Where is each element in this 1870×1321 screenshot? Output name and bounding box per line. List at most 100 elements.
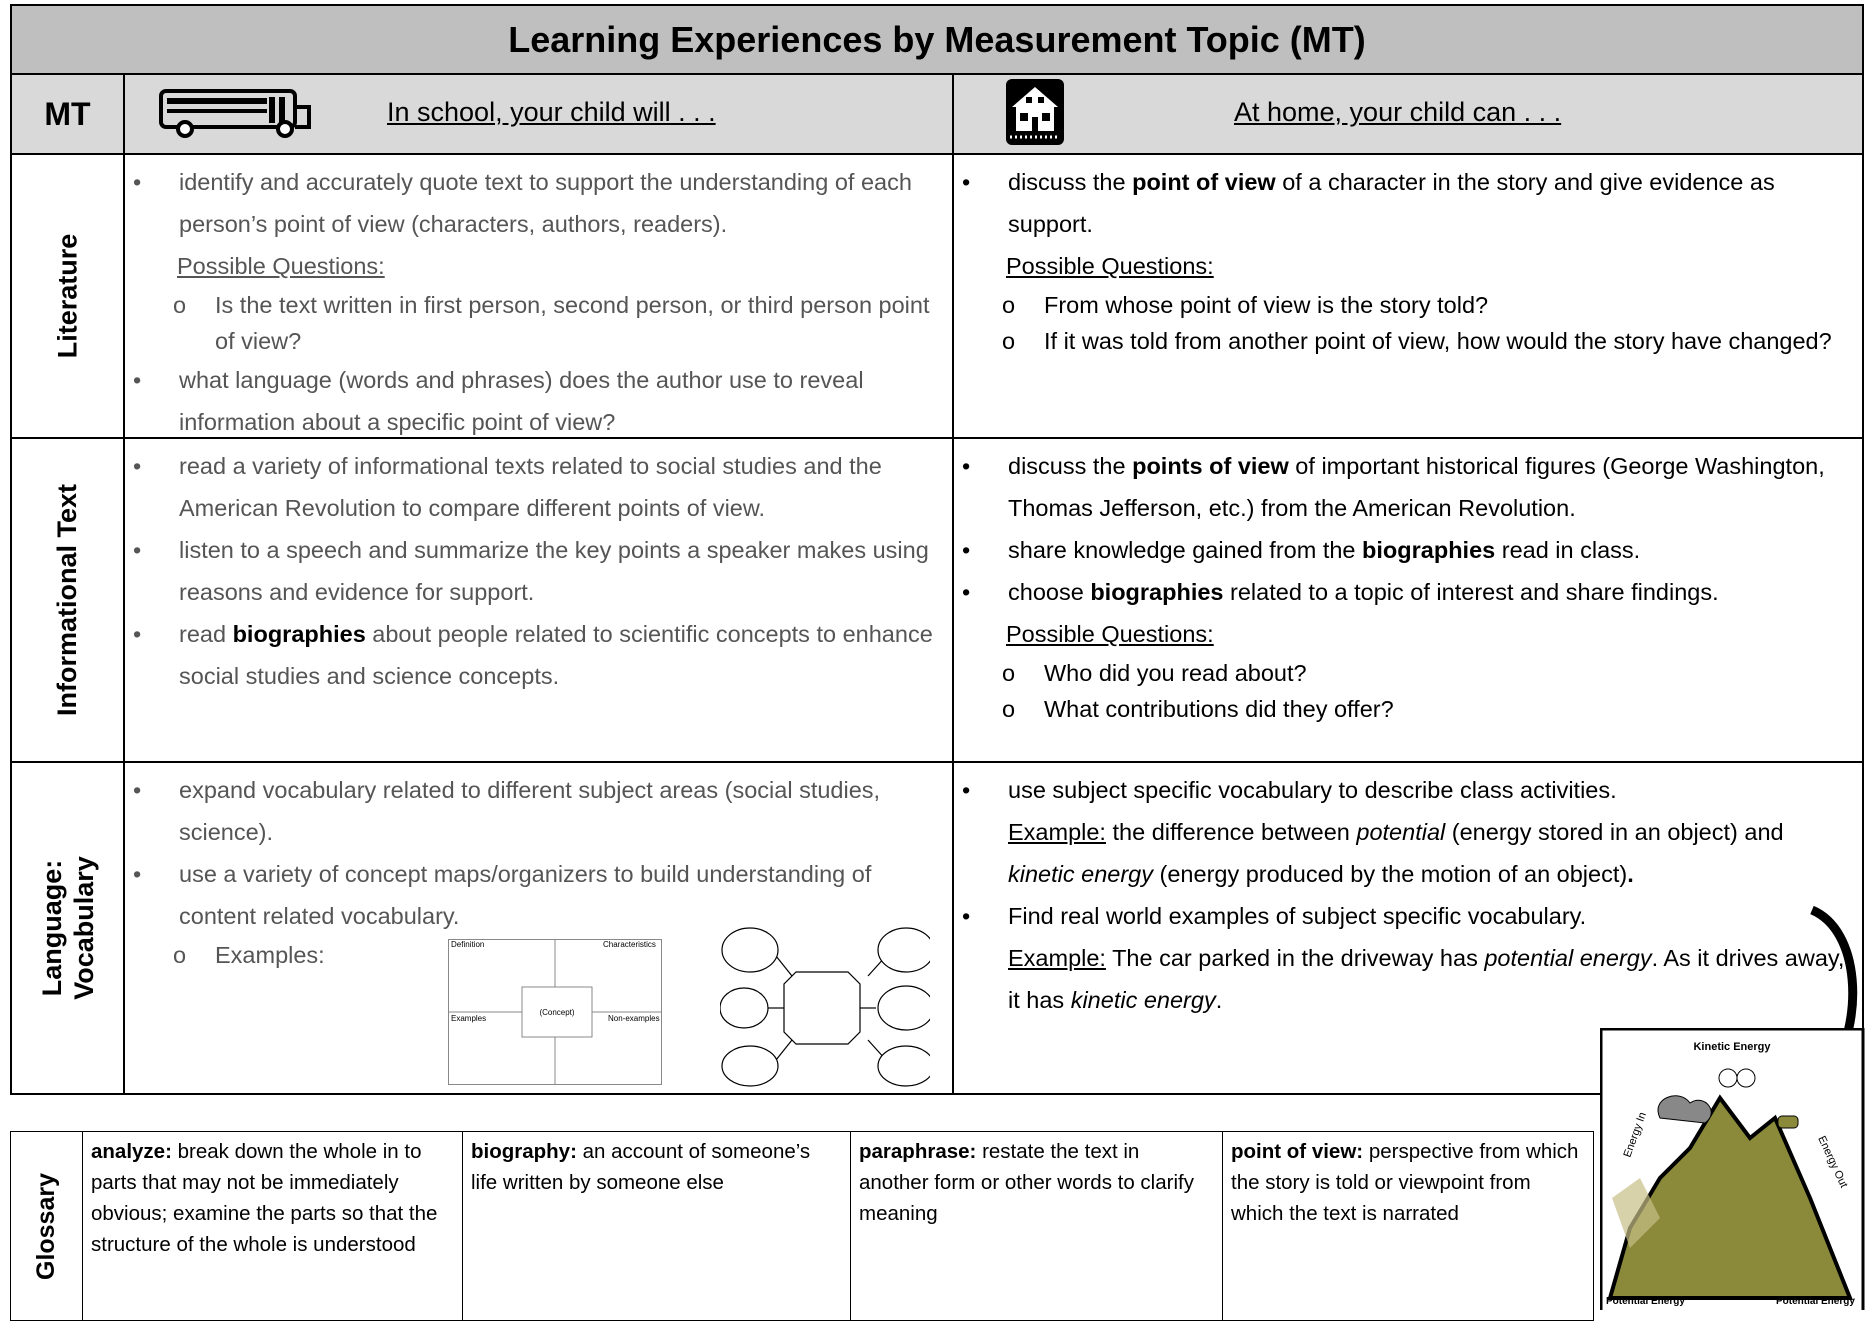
bubble-map: [720, 927, 930, 1087]
glossary-term: point of view:: [1231, 1140, 1364, 1163]
heading: Possible Questions:: [123, 245, 946, 287]
glossary-definition: break down the whole in to parts that ma…: [91, 1140, 438, 1256]
glossary-label-cell: Glossary: [10, 1131, 83, 1321]
text-run: Examples:: [215, 942, 325, 968]
bullet: use a variety of concept maps/organizers…: [123, 853, 946, 937]
bullet: read a variety of informational texts re…: [123, 445, 946, 529]
bullet: listen to a speech and summarize the key…: [123, 529, 946, 613]
text-run: Possible Questions:: [1006, 253, 1214, 279]
bullet: discuss the point of view of a character…: [952, 161, 1856, 245]
school-cell: identify and accurately quote text to su…: [123, 155, 954, 439]
text-run: .: [1627, 861, 1634, 887]
text-run: read a variety of informational texts re…: [179, 453, 882, 521]
cm-label: Definition: [451, 940, 484, 949]
glossary-definition: perspective from which the story is told…: [1231, 1140, 1579, 1225]
text-run: potential energy: [1484, 945, 1652, 971]
glossary-term: biography:: [471, 1140, 577, 1163]
cm-label: (Concept): [539, 1008, 574, 1017]
bullet: identify and accurately quote text to su…: [123, 161, 946, 245]
text-run: choose: [1008, 579, 1091, 605]
glossary-definition: restate the text in another form or othe…: [859, 1140, 1194, 1225]
title: Learning Experiences by Measurement Topi…: [10, 4, 1864, 75]
text-run: biographies: [1362, 537, 1496, 563]
glossary-cell: biography: an account of someone’s life …: [462, 1131, 851, 1321]
text-run: of important historical figures (George …: [1008, 453, 1825, 521]
text-run: expand vocabulary related to different s…: [179, 777, 881, 845]
text-run: potential: [1356, 819, 1446, 845]
text-run: From whose point of view is the story to…: [1044, 292, 1489, 318]
home-heading: At home, your child can . . .: [1234, 97, 1562, 127]
glossary-cell: analyze: break down the whole in to part…: [82, 1131, 463, 1321]
bullet: choose biographies related to a topic of…: [952, 571, 1856, 613]
text-run: identify and accurately quote text to su…: [179, 169, 912, 237]
image-label: Potential Energy: [1606, 1296, 1685, 1307]
glossary-term: analyze:: [91, 1140, 172, 1163]
text-run: about people related to scientific conce…: [179, 621, 933, 689]
bullet: discuss the points of view of important …: [952, 445, 1856, 529]
topic-cell: Literature: [10, 155, 125, 439]
text-run: kinetic energy: [1008, 861, 1153, 887]
text-run: read in class.: [1495, 537, 1641, 563]
topic-cell: Language: Vocabulary: [10, 763, 125, 1095]
school-cell: read a variety of informational texts re…: [123, 439, 954, 763]
glossary-label: Glossary: [32, 1172, 61, 1280]
text-run: kinetic energy: [1070, 987, 1216, 1013]
text-run: use a variety of concept maps/organizers…: [179, 861, 872, 929]
text-run: The car parked in the driveway has: [1105, 945, 1485, 971]
text-run: Possible Questions:: [1006, 621, 1214, 647]
sub: Who did you read about?: [952, 655, 1856, 691]
glossary-cell: point of view: perspective from which th…: [1222, 1131, 1594, 1321]
text-run: related to a topic of interest and share…: [1223, 579, 1719, 605]
bullet: Find real world examples of subject spec…: [952, 895, 1856, 937]
sub: Examples:: [123, 937, 946, 973]
topic-label: Informational Text: [52, 483, 83, 717]
school-heading: In school, your child will . . .: [387, 97, 716, 127]
house-icon: [1006, 79, 1064, 145]
sub: Is the text written in first person, sec…: [123, 287, 946, 359]
mt-header: MT: [10, 75, 125, 155]
cm-label: Examples: [451, 1014, 486, 1023]
topic-label: Literature: [52, 233, 83, 359]
text-run: points of view: [1132, 453, 1289, 479]
home-cell: discuss the point of view of a character…: [952, 155, 1864, 439]
text-run: Who did you read about?: [1044, 660, 1307, 686]
para: Example: the difference between potentia…: [952, 811, 1856, 895]
text-run: Example:: [1008, 945, 1106, 971]
text-run: (energy produced by the motion of an obj…: [1153, 861, 1628, 887]
text-run: discuss the: [1008, 169, 1133, 195]
school-cell: expand vocabulary related to different s…: [123, 763, 954, 1095]
school-header: In school, your child will . . .: [123, 75, 954, 155]
sub: What contributions did they offer?: [952, 691, 1856, 727]
text-run: Possible Questions:: [177, 253, 385, 279]
text-run: read: [179, 621, 233, 647]
bus-icon: [159, 89, 311, 138]
heading: Possible Questions:: [952, 245, 1856, 287]
text-run: . As it drives away, it has: [1008, 945, 1845, 1013]
topic-cell: Informational Text: [10, 439, 125, 763]
bullet: share knowledge gained from the biograph…: [952, 529, 1856, 571]
text-run: point of view: [1132, 169, 1276, 195]
energy-image: Kinetic Energy Energy In Energy Out Pote…: [1600, 1028, 1865, 1310]
text-run: biographies: [232, 621, 366, 647]
text-run: (energy stored in an object) and: [1445, 819, 1784, 845]
image-label: Kinetic Energy: [1693, 1041, 1771, 1053]
text-run: what language (words and phrases) does t…: [179, 367, 864, 435]
bullet: read biographies about people related to…: [123, 613, 946, 697]
concept-map: Definition Characteristics (Concept) Exa…: [448, 939, 662, 1085]
text-run: of a character in the story and give evi…: [1008, 169, 1775, 237]
text-run: use subject specific vocabulary to descr…: [1008, 777, 1617, 803]
image-label: Potential Energy: [1776, 1296, 1855, 1307]
text-run: share knowledge gained from the: [1008, 537, 1363, 563]
text-run: .: [1215, 987, 1223, 1013]
text-run: If it was told from another point of vie…: [1044, 328, 1832, 354]
home-header: At home, your child can . . .: [952, 75, 1864, 155]
home-cell: discuss the points of view of important …: [952, 439, 1864, 763]
cm-label: Characteristics: [603, 940, 656, 949]
home-cell: use subject specific vocabulary to descr…: [952, 763, 1864, 1095]
topic-label: Language: Vocabulary: [36, 856, 99, 1000]
heading: Possible Questions:: [952, 613, 1856, 655]
text-run: biographies: [1090, 579, 1224, 605]
para: Example: The car parked in the driveway …: [952, 937, 1856, 1021]
text-run: Find real world examples of subject spec…: [1008, 903, 1587, 929]
